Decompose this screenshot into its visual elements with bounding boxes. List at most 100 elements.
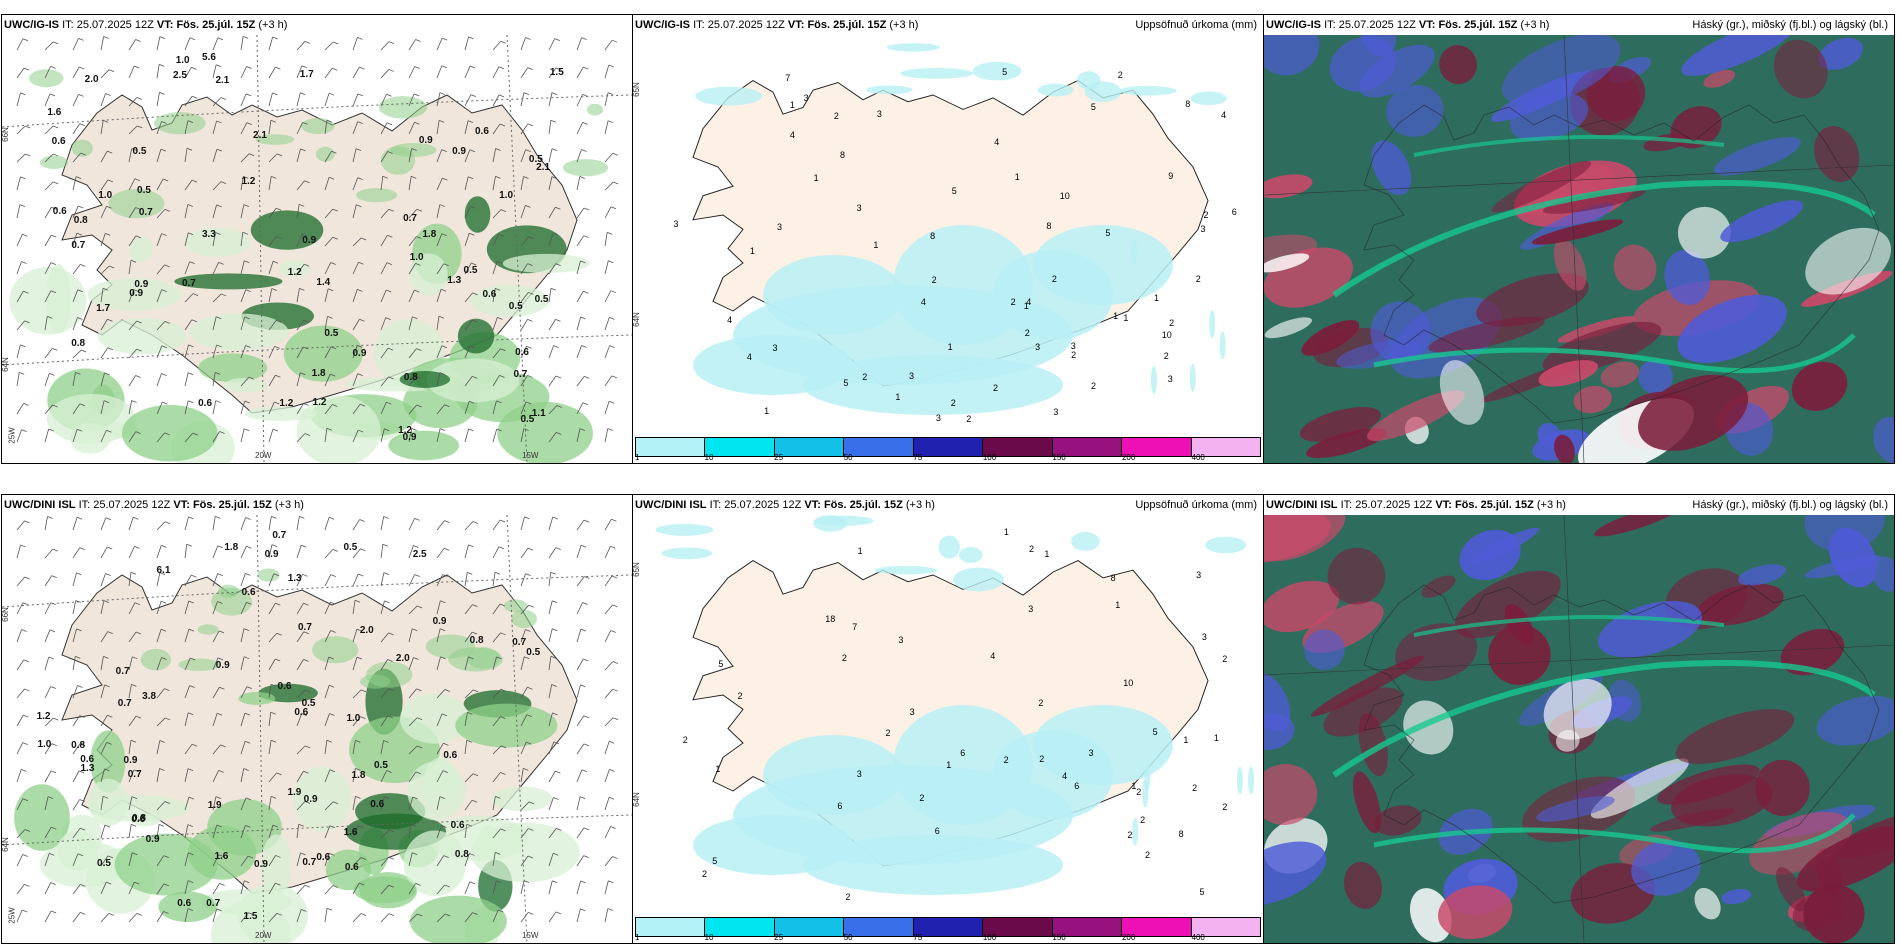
wind-barb-flag: [188, 400, 194, 404]
cloud-contour: [1373, 813, 1856, 854]
wind-barb: [604, 260, 609, 275]
wind-barb: [100, 656, 104, 671]
precip-value-label: 2.0: [84, 74, 99, 86]
wind-barb-flag: [528, 604, 534, 608]
wind-barb: [464, 94, 472, 107]
wind-barb: [520, 547, 529, 559]
wind-barb: [156, 401, 163, 415]
wind-barb: [240, 741, 246, 755]
precip-area: [188, 313, 289, 351]
precip-area: [464, 196, 491, 233]
wind-barb-flag: [440, 600, 446, 604]
wind-barb-flag: [75, 372, 81, 375]
cloud-layer: [1358, 712, 1388, 777]
wind-barb-flag: [526, 741, 532, 745]
wind-barb-flag: [246, 66, 252, 69]
wind-barb: [16, 629, 22, 643]
wind-barb: [324, 262, 332, 275]
wind-barb-flag: [103, 400, 110, 404]
precip-value-label: 0.6: [198, 397, 213, 409]
wind-barb: [604, 688, 614, 699]
wind-barb: [576, 207, 585, 219]
wind-barb-flag: [441, 65, 447, 69]
wind-barb: [436, 884, 445, 895]
wind-barb-flag: [528, 236, 534, 240]
cloud-layer: [1542, 188, 1646, 214]
wind-barb-flag: [75, 176, 82, 180]
wind-barb-flag: [500, 688, 506, 692]
map-area: 3 3 9 3 3 4 8 2 2 1 1 1 10 5 8 10 1 2 1 3 1 2 1 1 3 1 2 2 4 3 4 5 3 5 4 3 3 2…: [633, 35, 1263, 433]
wind-barb-flag: [104, 824, 111, 828]
wind-barb-flag: [553, 852, 559, 856]
wind-barb: [156, 601, 162, 615]
wind-barb: [128, 431, 137, 443]
wind-barb: [156, 321, 166, 331]
precip-value-label: 1.8: [224, 541, 239, 553]
wind-barb: [408, 376, 417, 387]
graticule-line: [1264, 164, 1894, 196]
wind-barb: [156, 36, 161, 51]
wind-barb: [492, 603, 501, 615]
wind-barb-flag: [416, 404, 422, 408]
wind-barb-flag: [25, 153, 31, 157]
wind-barb-flag: [611, 575, 618, 579]
wind-barb-flag: [357, 825, 364, 829]
precip-amount-label: 5: [843, 378, 849, 389]
precip-value-label: 0.5: [508, 300, 523, 312]
wind-barb: [576, 66, 584, 79]
precip-area: [296, 395, 381, 463]
wind-barb-flag: [472, 912, 478, 916]
wind-barb-flag: [189, 261, 195, 264]
wind-barb-flag: [466, 823, 472, 827]
wind-barb-flag: [304, 180, 310, 184]
wind-barb-flag: [22, 742, 28, 745]
wind-barb-flag: [164, 688, 170, 691]
legend-tick-label: 1: [635, 933, 640, 942]
panel-header: UWC/IG-IS IT: 25.07.2025 12Z VT: Fös. 25…: [1264, 15, 1894, 35]
wind-barb-flag: [612, 688, 618, 692]
wind-barb-flag: [243, 35, 249, 39]
precip-accum-area: [1037, 83, 1074, 97]
precip-area: [108, 188, 165, 219]
precip-accum-area: [1142, 779, 1149, 808]
wind-barb: [72, 799, 80, 811]
wind-barb-flag: [302, 233, 308, 237]
wind-barb: [128, 320, 137, 331]
wind-barb: [352, 689, 362, 699]
cloud-layer: [1803, 884, 1865, 943]
wind-barb: [576, 908, 581, 923]
wind-barb: [268, 153, 278, 163]
wind-barb-flag: [414, 121, 420, 125]
wind-barb-flag: [360, 716, 366, 720]
wind-barb-flag: [218, 770, 224, 773]
wind-barb: [380, 402, 387, 415]
wind-barb: [296, 41, 306, 51]
wind-barb-flag: [607, 428, 613, 431]
wind-barb: [380, 688, 389, 699]
wind-barb: [156, 289, 163, 303]
wind-barb-flag: [302, 122, 308, 125]
precip-value-label: 0.6: [450, 819, 465, 831]
precip-value-label: 0.9: [452, 146, 466, 158]
wind-barb: [268, 824, 274, 839]
wind-barb: [72, 232, 78, 247]
wind-barb: [464, 799, 473, 811]
precip-amount-label: 4: [1221, 109, 1227, 120]
precip-accum-area: [1132, 817, 1139, 846]
legend-tick-label: 75: [913, 933, 923, 942]
wind-barb: [240, 232, 244, 247]
wind-barb-flag: [21, 429, 27, 432]
wind-barb: [324, 685, 330, 699]
wind-barb-flag: [387, 659, 393, 662]
wind-barb-flag: [383, 516, 389, 519]
wind-barb-flag: [299, 203, 305, 207]
latitude-line: [2, 334, 632, 366]
precip-amount-label: 1: [1154, 292, 1160, 303]
wind-barb: [380, 376, 389, 387]
cloud-layer: [1454, 570, 1561, 639]
precip-accum-area: [1205, 536, 1247, 554]
wind-barb-flag: [583, 658, 589, 662]
wind-barb-flag: [104, 372, 110, 376]
wind-barb-flag: [134, 881, 140, 885]
wind-barb-flag: [246, 601, 252, 605]
